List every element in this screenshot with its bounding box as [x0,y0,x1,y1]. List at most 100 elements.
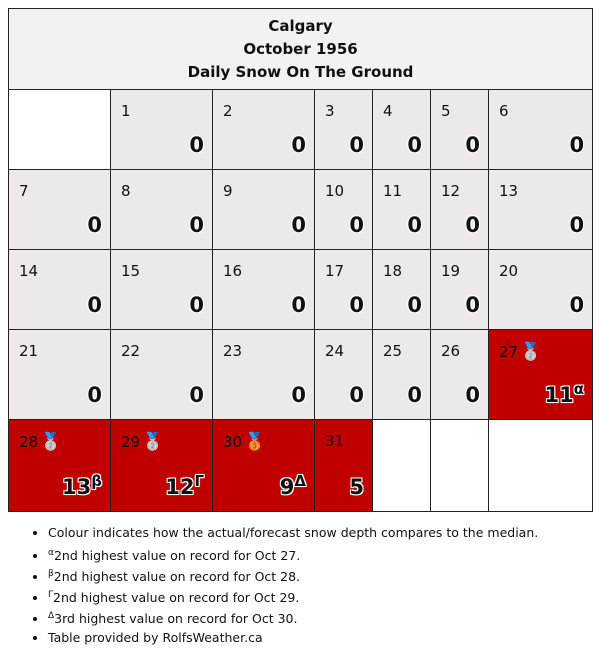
notes: Colour indicates how the actual/forecast… [8,522,538,648]
snow-value: 0 [407,213,422,237]
note: Δ3rd highest value on record for Oct 30. [48,606,538,627]
day-number: 24 [325,342,345,360]
value: 0 [189,383,204,407]
snow-value: 0 [291,213,306,237]
snow-value: 0 [87,213,102,237]
snow-value: 0 [189,213,204,237]
day-cell: 24 0 [314,329,373,420]
value: 0 [407,293,422,317]
note: Γ2nd highest value on record for Oct 29. [48,585,538,606]
day-cell: 19 0 [430,249,489,330]
day-label: 27 🥈 [499,342,541,362]
note: α2nd highest value on record for Oct 27. [48,543,538,564]
snow-value: 13β [62,472,102,499]
day-number: 6 [499,102,509,120]
value: 12 [165,475,195,499]
day-number: 28 [19,433,39,451]
day-number: 19 [441,262,461,280]
note-text: 3rd highest value on record for Oct 30. [54,611,298,627]
day-cell: 18 0 [372,249,431,330]
day-cell [8,89,111,170]
day-cell [487,419,594,512]
day-number: 29 [121,433,141,451]
day-label: 21 [19,342,38,360]
day-cell: 28 🥈 13β [8,419,111,512]
day-cell: 31 5 [314,419,373,512]
day-number: 27 [499,343,519,361]
day-number: 16 [223,262,243,280]
snow-value: 12Γ [165,472,204,499]
day-number: 5 [441,102,451,120]
day-cell: 22 0 [110,329,213,420]
day-label: 26 [441,342,460,360]
day-label: 25 [383,342,402,360]
value: 0 [569,213,585,237]
note-text: 2nd highest value on record for Oct 29. [53,590,300,606]
value: 0 [291,213,306,237]
day-label: 30 🥉 [223,432,265,452]
value: 0 [87,293,102,317]
value: 0 [189,293,204,317]
snow-value: 0 [465,213,480,237]
day-label: 10 [325,182,344,200]
day-label: 20 [499,262,518,280]
snow-value: 0 [465,293,480,317]
title: Calgary [268,16,333,35]
snow-value: 0 [407,293,422,317]
day-number: 9 [223,182,233,200]
value: 0 [291,133,306,157]
footnote-mark: Γ [194,472,204,490]
snow-value: 0 [291,133,306,157]
snow-value: 11α [545,380,585,407]
day-cell: 11 0 [372,169,431,250]
day-number: 7 [19,182,29,200]
value: 0 [407,213,422,237]
snow-value: 0 [349,133,364,157]
day-cell: 10 0 [314,169,373,250]
day-cell: 30 🥉 9Δ [212,419,315,512]
note-text: 2nd highest value on record for Oct 27. [53,548,301,564]
medal: 🥈 [142,432,164,452]
snow-value: 5 [349,475,364,499]
day-cell: 26 0 [430,329,489,420]
day-label: 8 [121,182,131,200]
day-cell: 13 0 [487,169,594,250]
snow-value: 0 [189,293,204,317]
day-number: 14 [19,262,39,280]
day-label: 6 [499,102,509,120]
day-label: 23 [223,342,242,360]
snow-value: 0 [87,383,102,407]
day-number: 10 [325,182,345,200]
snow-value: 0 [87,293,102,317]
day-number: 17 [325,262,345,280]
medal: 🥉 [244,432,266,452]
note: Colour indicates how the actual/forecast… [48,522,538,543]
day-label: 24 [325,342,344,360]
snow-value: 0 [189,133,204,157]
day-number: 23 [223,342,243,360]
day-number: 11 [383,182,403,200]
value: 13 [62,475,92,499]
snow-value: 0 [465,383,480,407]
day-label: 2 [223,102,233,120]
day-label: 18 [383,262,402,280]
value: 0 [291,383,306,407]
week-row: 21 0 22 0 23 0 24 0 25 0 26 0 27 🥈 11α [8,329,594,420]
value: 0 [465,383,480,407]
snow-value: 0 [465,133,480,157]
snow-value: 0 [569,213,584,237]
day-cell: 15 0 [110,249,213,330]
day-label: 11 [383,182,402,200]
note: Table provided by RolfsWeather.ca [48,627,538,648]
day-label: 3 [325,102,335,120]
week-row: 28 🥈 13β 29 🥈 12Γ 30 🥉 9Δ 31 5 [8,419,594,512]
day-cell: 16 0 [212,249,315,330]
value: 0 [465,133,480,157]
day-number: 21 [19,342,39,360]
day-number: 2 [223,102,233,120]
